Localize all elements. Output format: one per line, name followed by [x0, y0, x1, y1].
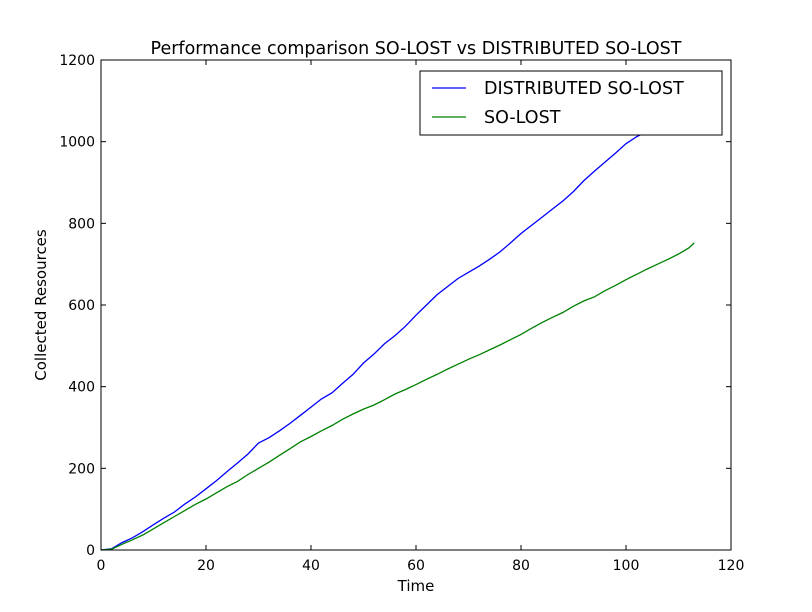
- y-tick-label: 0: [86, 543, 95, 559]
- y-tick-label: 600: [68, 298, 95, 314]
- y-tick-label: 1200: [59, 53, 95, 69]
- x-tick-label: 80: [512, 558, 530, 574]
- legend-box: [419, 70, 723, 136]
- y-axis-ticks: 0 200 400 600 800 1000 1200: [59, 53, 731, 559]
- chart-title: Performance comparison SO-LOST vs DISTRI…: [151, 39, 682, 59]
- x-tick-label: 40: [302, 558, 320, 574]
- y-tick-label: 200: [68, 461, 95, 477]
- x-tick-label: 100: [613, 558, 640, 574]
- legend-label-1: DISTRIBUTED SO-LOST: [484, 79, 684, 99]
- x-tick-label: 120: [718, 558, 745, 574]
- x-tick-label: 60: [407, 558, 425, 574]
- series-line-1: [100, 130, 648, 551]
- x-tick-label: 0: [97, 558, 106, 574]
- series-line-2: [100, 242, 695, 551]
- y-tick-label: 1000: [59, 135, 95, 151]
- x-axis-ticks: 0 20 40 60 80 100 120: [97, 60, 745, 574]
- y-tick-label: 800: [68, 216, 95, 232]
- series-lines: [100, 130, 695, 551]
- y-tick-label: 400: [68, 380, 95, 396]
- legend-label-2: SO-LOST: [484, 108, 561, 128]
- y-axis-label: Collected Resources: [32, 229, 50, 381]
- legend: DISTRIBUTED SO-LOST SO-LOST: [419, 70, 723, 136]
- x-tick-label: 20: [197, 558, 215, 574]
- x-axis-label: Time: [397, 577, 435, 595]
